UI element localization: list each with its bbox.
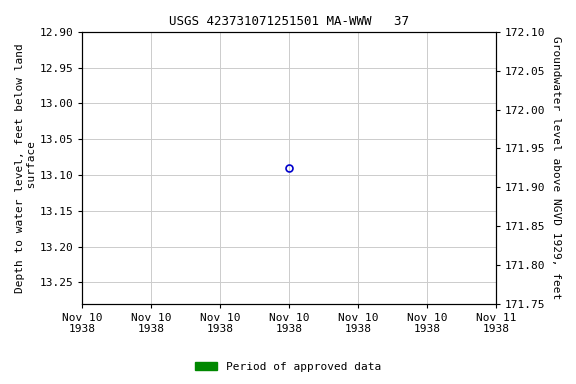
Y-axis label: Depth to water level, feet below land
 surface: Depth to water level, feet below land su…	[15, 43, 37, 293]
Legend: Period of approved data: Period of approved data	[191, 358, 385, 377]
Y-axis label: Groundwater level above NGVD 1929, feet: Groundwater level above NGVD 1929, feet	[551, 36, 561, 300]
Title: USGS 423731071251501 MA-WWW   37: USGS 423731071251501 MA-WWW 37	[169, 15, 409, 28]
